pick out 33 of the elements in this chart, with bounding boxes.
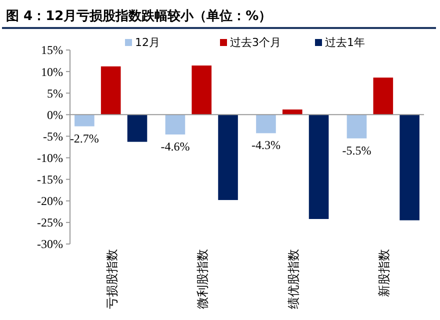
y-tick-label: -15% (37, 172, 63, 187)
bar (165, 114, 186, 134)
data-label: -4.6% (160, 140, 190, 154)
bar (100, 66, 121, 115)
bar (373, 78, 394, 115)
y-tick-label: 5% (47, 86, 63, 100)
bar (346, 114, 367, 138)
y-tick-label: -10% (37, 150, 63, 165)
y-tick-label: -5% (43, 129, 63, 144)
y-tick-label: -25% (37, 216, 63, 230)
bar (74, 114, 94, 126)
legend-label: 12月 (135, 36, 160, 49)
bar (400, 114, 420, 220)
bar (192, 66, 212, 115)
y-tick-label: 15% (41, 43, 63, 58)
bar (218, 114, 238, 200)
data-label: -4.3% (251, 138, 280, 152)
y-tick-label: -20% (37, 194, 63, 208)
x-tick-label: 亏损股指数 (104, 249, 119, 309)
bar (308, 114, 329, 219)
bar (256, 114, 276, 134)
x-tick-label: 新股指数 (377, 249, 392, 297)
x-tick-label: 绩优股指数 (286, 249, 300, 309)
bar (127, 114, 148, 142)
legend-label: 过去3个月 (230, 36, 281, 49)
data-label: -5.5% (342, 143, 372, 158)
chart-title: 图 4：12月亏损股指数跌幅较小（单位：%） (6, 8, 272, 24)
x-tick-label: 微利股指数 (196, 249, 210, 309)
y-tick-label: 10% (41, 64, 63, 79)
legend-label: 过去1年 (325, 36, 365, 49)
y-tick-label: -30% (37, 237, 63, 252)
data-label: -2.7% (70, 131, 99, 146)
y-tick-label: 0% (47, 108, 63, 122)
